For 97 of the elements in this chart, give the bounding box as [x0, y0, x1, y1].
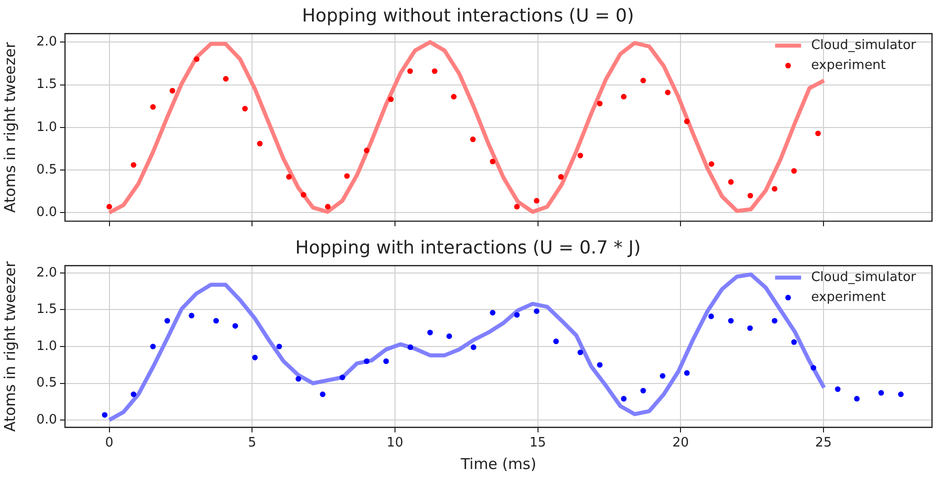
point — [276, 344, 282, 350]
y-tick-label: 0.0 — [36, 412, 57, 428]
legend-label: Cloud_simulator — [811, 270, 917, 285]
point — [728, 318, 734, 324]
legend-label: Cloud_simulator — [811, 38, 917, 53]
point — [640, 388, 646, 394]
y-tick-label: 0.5 — [36, 162, 57, 178]
x-tick-label: 0 — [105, 436, 114, 451]
point — [748, 192, 754, 198]
point — [470, 344, 476, 350]
point — [170, 88, 176, 94]
point — [106, 204, 112, 210]
point — [664, 90, 671, 96]
point — [300, 192, 306, 198]
x-tick-label: 25 — [815, 436, 832, 451]
x-axis-title: Time (ms) — [460, 454, 536, 473]
point — [490, 310, 496, 316]
point — [364, 358, 370, 364]
y-tick-label: 1.0 — [36, 338, 57, 354]
point — [596, 100, 603, 106]
point — [432, 68, 438, 74]
point — [383, 358, 389, 364]
point — [898, 392, 904, 398]
point — [684, 118, 690, 124]
point — [854, 396, 860, 402]
point — [164, 318, 170, 324]
point — [408, 344, 414, 350]
point — [223, 76, 229, 82]
point — [252, 354, 258, 360]
legend-label: experiment — [811, 58, 886, 73]
point — [660, 373, 666, 379]
point — [553, 338, 559, 344]
point — [578, 350, 584, 356]
point — [772, 318, 778, 324]
point — [130, 392, 136, 398]
point — [325, 204, 331, 210]
y-tick-label: 0.5 — [36, 376, 57, 391]
point — [232, 323, 238, 329]
point — [534, 198, 540, 204]
y-axis-title: Atoms in right tweezer — [0, 260, 19, 432]
point — [130, 162, 136, 168]
point — [364, 148, 370, 154]
point — [834, 386, 841, 392]
y-tick-label: 0.0 — [36, 205, 57, 220]
point — [534, 308, 540, 314]
point — [188, 312, 194, 318]
x-tick-label: 5 — [248, 436, 256, 451]
point — [320, 392, 326, 398]
y-tick-label: 1.5 — [36, 77, 57, 92]
y-tick-label: 2.0 — [36, 34, 57, 50]
y-tick-label: 2.0 — [36, 265, 57, 280]
point — [427, 330, 433, 336]
x-tick-label: 15 — [530, 436, 546, 451]
point — [708, 161, 714, 167]
point — [815, 130, 821, 136]
point — [878, 390, 884, 396]
point — [708, 314, 714, 320]
point — [340, 374, 346, 380]
point — [450, 94, 457, 100]
point — [102, 412, 108, 418]
y-tick-label: 1.0 — [36, 120, 57, 135]
y-tick-label: 1.5 — [36, 302, 57, 318]
point — [640, 78, 646, 84]
point — [257, 140, 263, 146]
point — [810, 365, 816, 371]
point — [558, 174, 564, 180]
point — [791, 339, 797, 345]
x-tick-label: 10 — [386, 436, 404, 451]
point — [388, 96, 394, 102]
point — [407, 68, 413, 74]
chart-title: Hopping without interactions (U = 0) — [302, 5, 634, 26]
point — [620, 94, 627, 100]
point — [213, 318, 219, 324]
y-axis-title: Atoms in right tweezer — [0, 41, 19, 213]
point — [728, 179, 734, 185]
point — [514, 312, 520, 318]
point — [286, 174, 292, 180]
point — [514, 204, 520, 210]
point — [596, 362, 603, 368]
x-tick-label: 20 — [672, 436, 689, 451]
legend-label: experiment — [811, 290, 886, 305]
point — [194, 56, 200, 62]
chart-title: Hopping with interactions (U = 0.7 * J) — [295, 237, 641, 258]
point — [578, 152, 584, 158]
point — [446, 333, 452, 340]
point — [150, 344, 156, 350]
point — [772, 186, 778, 192]
point — [470, 136, 476, 142]
point — [296, 376, 302, 382]
point — [150, 104, 156, 110]
point — [242, 106, 248, 112]
point — [791, 168, 797, 174]
point — [684, 370, 690, 376]
point — [490, 158, 496, 164]
point — [620, 396, 627, 402]
point — [344, 173, 350, 179]
point — [747, 325, 753, 331]
